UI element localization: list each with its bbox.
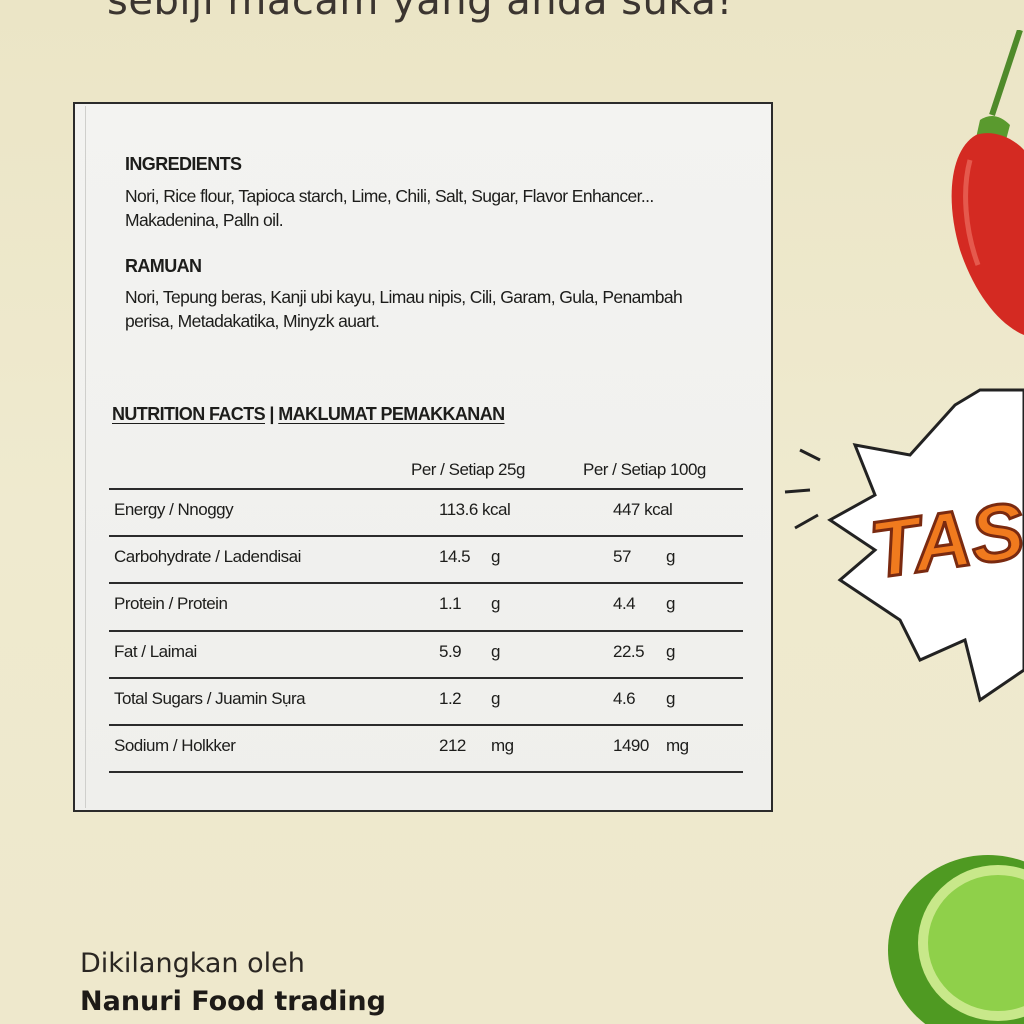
lime-half-image [888,855,1024,1024]
nutrition-title: NUTRITION FACTS | MAKLUMAT PEMAKKANAN [112,404,505,425]
unit-per-100g: g [666,547,675,566]
tagline: sebiji macam yang anda suka! [107,0,733,24]
ramuan-text-line2: perisa, Metadakatika, Minyzk auart. [125,311,380,331]
unit-per-25g: g [491,689,500,708]
starburst-badge: TAST [784,388,1024,703]
value-per-100g: 447 kcal [613,500,673,519]
unit-per-25g: g [491,642,500,661]
table-divider [109,771,743,773]
value-per-100g: 4.4 [613,594,636,613]
table-divider [109,535,743,537]
nutrition-title-ms: MAKLUMAT PEMAKKANAN [278,404,505,424]
nutrient-name: Sodium / Holkker [114,736,236,755]
unit-per-100g: g [666,594,675,613]
nutrient-name: Fat / Laimai [114,642,197,661]
table-divider [109,677,743,679]
table-divider [109,488,743,490]
column-header-100g: Per / Setiap 100g [583,460,706,479]
ramuan-heading: RAMUAN [125,256,202,276]
unit-per-100g: g [666,642,675,661]
table-divider [109,582,743,584]
nutrition-panel: INGREDIENTS Nori, Rice flour, Tapioca st… [73,102,773,812]
value-per-25g: 14.5 [439,547,471,566]
value-per-100g: 4.6 [613,689,636,708]
unit-per-25g: g [491,547,500,566]
column-header-25g: Per / Setiap 25g [411,460,525,479]
nutrient-name: Carbohydrate / Ladendisai [114,547,301,566]
ramuan-text-line1: Nori, Tepung beras, Kanji ubi kayu, Lima… [125,287,683,307]
nutrient-name: Total Sugars / Juamin Sụra [114,689,306,708]
chili-pepper-image [951,30,1024,335]
value-per-25g: 1.2 [439,689,462,708]
nutrient-name: Energy / Nnoggy [114,500,234,519]
value-per-100g: 1490 [613,736,649,755]
value-per-100g: 22.5 [613,642,645,661]
unit-per-25g: g [491,594,500,613]
manufacturer-name: Nanuri Food trading [80,986,386,1017]
value-per-100g: 57 [613,547,631,566]
value-per-25g: 113.6 kcal [439,500,511,519]
value-per-25g: 212 [439,736,466,755]
manufacturer-label: Dikilangkan oleh [80,948,305,979]
unit-per-25g: mg [491,736,514,755]
unit-per-100g: mg [666,736,689,755]
value-per-25g: 5.9 [439,642,462,661]
ingredients-text-line1: Nori, Rice flour, Tapioca starch, Lime, … [125,186,654,206]
ingredients-heading: INGREDIENTS [125,154,242,174]
table-divider [109,630,743,632]
unit-per-100g: g [666,689,675,708]
nutrition-title-en: NUTRITION FACTS [112,404,266,424]
table-divider [109,724,743,726]
value-per-25g: 1.1 [439,594,462,613]
nutrient-name: Protein / Protein [114,594,228,613]
ingredients-text-line2: Makadenina, Palln oil. [125,210,284,230]
title-separator: | [269,404,274,424]
